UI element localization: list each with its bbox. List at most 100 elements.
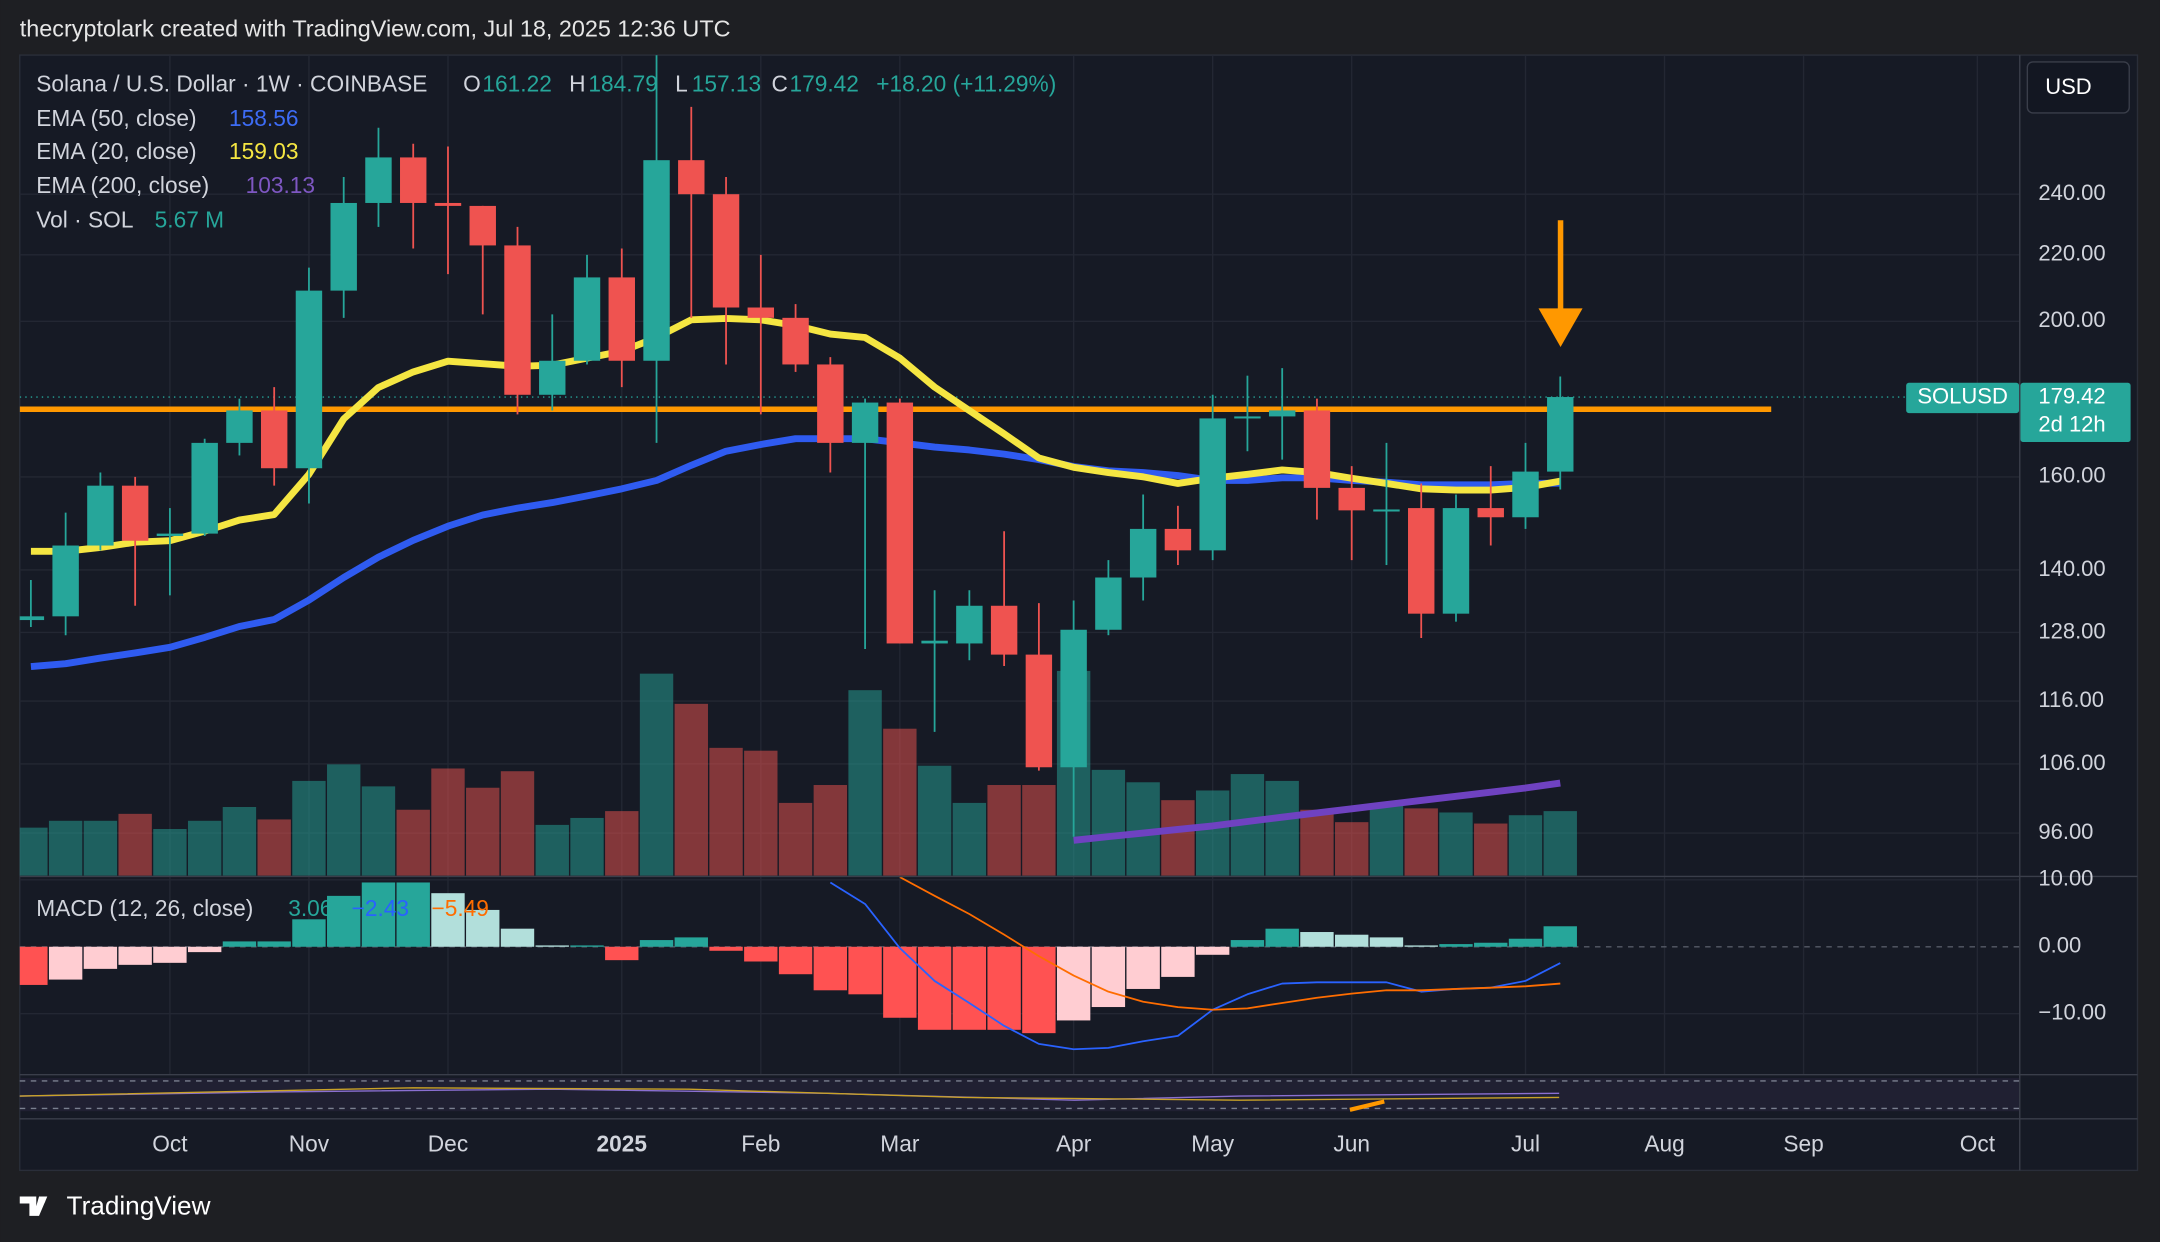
legend-ema: EMA (20, close) <box>36 138 196 164</box>
volume-bar <box>1508 815 1543 876</box>
volume-bar <box>187 820 222 876</box>
volume-bar <box>1022 785 1056 876</box>
volume-bar <box>778 802 813 876</box>
candle-body <box>1408 508 1435 614</box>
macd-histogram-bar <box>48 946 83 980</box>
legend-ema-value: 159.03 <box>229 138 298 164</box>
y-tick-label: 160.00 <box>2038 463 2105 488</box>
candle-body <box>712 194 740 308</box>
candle-body <box>990 605 1018 655</box>
volume-bar <box>1300 809 1334 876</box>
macd-histogram-bar <box>500 928 535 947</box>
legend-title: Solana / U.S. Dollar · 1W · COINBASE <box>36 70 427 96</box>
volume-bar <box>327 764 361 876</box>
x-tick-label: Jun <box>1333 1131 1370 1157</box>
volume-bar <box>1369 805 1404 876</box>
footer: TradingView <box>67 1190 211 1220</box>
macd-histogram-bar <box>987 946 1021 1030</box>
candle-body <box>539 360 566 395</box>
macd-histogram-bar <box>118 946 152 965</box>
candle-body <box>1025 654 1053 768</box>
x-tick-label: Oct <box>1960 1131 1996 1157</box>
macd-histogram-bar <box>570 945 604 947</box>
volume-bar <box>883 728 917 876</box>
candle-body <box>1268 410 1296 417</box>
legend-macd-value: −5.49 <box>431 895 488 921</box>
x-tick-label: Nov <box>289 1131 330 1157</box>
y-tick-label: 96.00 <box>2038 819 2093 844</box>
macd-histogram-bar <box>1369 937 1404 947</box>
y-tick-label: 220.00 <box>2038 241 2105 266</box>
header: thecryptolark created with TradingView.c… <box>20 15 731 41</box>
price-tag-label: 179.42 <box>2038 384 2105 409</box>
macd-histogram-bar <box>883 946 917 1018</box>
volume-bar <box>118 813 152 876</box>
volume-bar <box>292 780 326 876</box>
macd-histogram-bar <box>431 893 465 947</box>
macd-histogram-bar <box>848 946 882 995</box>
volume-bar <box>83 820 118 876</box>
legend-ohlc-value: 161.22 <box>482 70 551 96</box>
macd-histogram-bar <box>466 909 500 947</box>
volume-bar <box>917 765 952 876</box>
candle-body <box>1547 397 1574 472</box>
candle-body <box>1060 629 1087 768</box>
volume-bar <box>1091 769 1126 876</box>
oscillator-curve <box>19 1087 1560 1101</box>
candle-body <box>1164 528 1192 551</box>
macd-tick-label: 0.00 <box>2038 933 2081 958</box>
volume-bar <box>19 827 48 876</box>
price-tag <box>2020 382 2131 442</box>
candle-body <box>156 533 184 536</box>
candle-body <box>1234 416 1261 419</box>
x-tick-label: May <box>1191 1131 1235 1157</box>
legend-ohlc-value: 157.13 <box>692 70 761 96</box>
candle-body <box>1303 410 1331 488</box>
volume-bar <box>987 785 1021 876</box>
volume-bar <box>639 673 674 876</box>
currency-label[interactable]: USD <box>2045 74 2091 99</box>
volume-bar <box>1543 811 1577 876</box>
macd-histogram-bar <box>1091 946 1126 1008</box>
volume-bar <box>674 703 708 876</box>
volume-bar <box>153 829 187 876</box>
y-tick-label: 200.00 <box>2038 307 2105 332</box>
candle-body <box>191 442 218 534</box>
x-tick-label: Sep <box>1783 1131 1823 1157</box>
candle-body <box>1095 577 1122 630</box>
legend-volume-value: 5.67 M <box>155 207 224 233</box>
macd-histogram-bar <box>327 895 361 947</box>
candle-body <box>1512 471 1539 518</box>
volume-bar <box>396 809 430 876</box>
candle-body <box>747 307 775 318</box>
macd-histogram-bar <box>1230 940 1265 947</box>
legend-ema-value: 103.13 <box>246 172 315 198</box>
macd-histogram-bar <box>222 941 257 947</box>
arrow-head <box>1538 308 1583 347</box>
candle-body <box>886 402 914 644</box>
candle-body <box>330 202 357 291</box>
legend-volume: Vol · SOL <box>36 207 133 233</box>
x-tick-label: Oct <box>152 1131 188 1157</box>
candle-body <box>87 485 114 546</box>
x-tick-label: Apr <box>1056 1131 1092 1157</box>
volume-bar <box>361 786 396 876</box>
volume-bar <box>1404 808 1438 876</box>
legend-ohlc-letter: H <box>569 70 585 96</box>
legend-macd-value: 3.06 <box>288 895 332 921</box>
x-tick-label: Jul <box>1511 1131 1540 1157</box>
candle-body <box>19 616 45 621</box>
macd-histogram-bar <box>535 945 569 947</box>
volume-bar <box>1335 822 1369 876</box>
macd-histogram-bar <box>1300 932 1334 947</box>
volume-bar <box>848 690 882 876</box>
currency-button[interactable] <box>2026 61 2130 114</box>
macd-tick-label: −10.00 <box>2038 1000 2106 1025</box>
symbol-tag <box>1906 382 2020 414</box>
candle-body <box>226 410 253 443</box>
y-tick-label: 128.00 <box>2038 618 2105 643</box>
legend-ohlc-value: 184.79 <box>588 70 657 96</box>
candle-body <box>1442 508 1470 614</box>
legend-ema: EMA (200, close) <box>36 172 209 198</box>
